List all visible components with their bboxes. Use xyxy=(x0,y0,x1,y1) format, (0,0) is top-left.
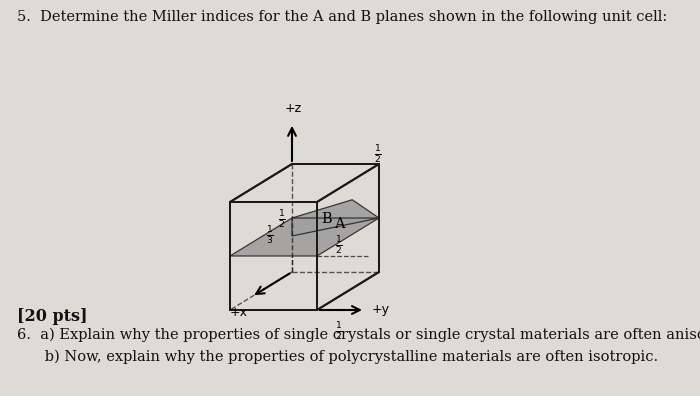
Text: $\frac{1}{2}$: $\frac{1}{2}$ xyxy=(278,209,286,231)
Text: +z: +z xyxy=(284,102,302,115)
Text: 6.  a) Explain why the properties of single crystals or single crystal materials: 6. a) Explain why the properties of sing… xyxy=(17,328,700,343)
Text: $\frac{1}{2}$: $\frac{1}{2}$ xyxy=(335,321,343,343)
Polygon shape xyxy=(292,218,379,236)
Text: $\frac{1}{3}$: $\frac{1}{3}$ xyxy=(266,225,274,247)
Text: 5.  Determine the Miller indices for the A and B planes shown in the following u: 5. Determine the Miller indices for the … xyxy=(17,10,667,24)
Text: +x: +x xyxy=(230,306,248,319)
Text: $\frac{1}{2}$: $\frac{1}{2}$ xyxy=(374,144,382,166)
Text: B: B xyxy=(321,212,332,226)
Text: +y: +y xyxy=(372,303,390,316)
Polygon shape xyxy=(230,200,379,256)
Text: A: A xyxy=(335,217,345,232)
Text: [20 pts]: [20 pts] xyxy=(17,308,88,325)
Text: b) Now, explain why the properties of polycrystalline materials are often isotro: b) Now, explain why the properties of po… xyxy=(17,350,658,364)
Text: $\frac{1}{2}$: $\frac{1}{2}$ xyxy=(335,235,343,257)
